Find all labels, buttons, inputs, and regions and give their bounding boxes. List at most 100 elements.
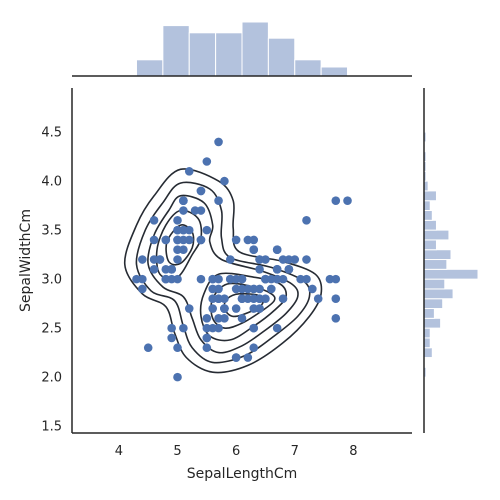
scatter-point-140: [272, 265, 282, 274]
scatter-point-25: [173, 274, 182, 284]
scatter-point-92: [220, 314, 229, 323]
scatter-point-68: [243, 353, 253, 362]
y-histogram-bar-15: [423, 219, 437, 231]
scatter-point-37: [167, 265, 176, 274]
scatter-point-142: [220, 304, 229, 313]
y-histogram-bar-11: [423, 259, 448, 270]
scatter-point-100: [249, 245, 259, 255]
x-histogram-bar-1: [162, 25, 190, 77]
scatter-point-27: [184, 225, 194, 235]
scatter-point-46: [179, 196, 188, 206]
scatter-point-36: [202, 225, 212, 235]
y-histogram-bar-10: [423, 268, 479, 280]
scatter-point-84: [196, 274, 206, 284]
scatter-point-90: [202, 314, 212, 323]
y-tick-label: 4.5: [41, 126, 62, 141]
x-histogram-bar-0: [135, 59, 164, 77]
scatter-point-141: [284, 265, 294, 274]
density-contour-2: [147, 194, 299, 354]
y-tick-label: 3.0: [41, 273, 62, 288]
scatter-point-24: [161, 235, 171, 245]
scatter-point-129: [302, 274, 311, 284]
scatter-point-94: [208, 304, 217, 313]
scatter-point-18: [214, 196, 223, 206]
scatter-point-70: [225, 255, 235, 264]
y-histogram-bar-4: [423, 327, 431, 339]
scatter-point-135: [331, 274, 341, 284]
scatter-point-38: [138, 274, 147, 284]
y-histogram-bar-7: [423, 298, 444, 310]
scatter-point-130: [313, 294, 323, 304]
scatter-point-96: [214, 284, 223, 294]
scatter-point-31: [196, 235, 206, 245]
scatter-point-48: [190, 206, 200, 215]
scatter-point-35: [173, 255, 182, 264]
density-contour-0: [123, 168, 323, 374]
scatter-point-149: [225, 274, 235, 284]
scatter-point-78: [231, 284, 241, 294]
scatter-point-121: [208, 294, 217, 304]
scatter-point-147: [261, 274, 270, 284]
x-tick-labels: 4 5 6 7 8: [115, 444, 358, 459]
scatter-point-143: [278, 255, 288, 264]
scatter-point-42: [138, 255, 147, 264]
scatter-point-15: [214, 137, 223, 147]
scatter-point-113: [214, 323, 223, 333]
scatter-point-103: [249, 284, 259, 294]
scatter-point-58: [267, 284, 276, 294]
scatter-point-131: [343, 196, 352, 206]
y-histogram-bar-14: [423, 229, 450, 241]
scatter-point-39: [179, 235, 188, 245]
scatter-point-16: [196, 186, 206, 196]
scatter-point-14: [220, 176, 229, 186]
top-marginal-histogram: [135, 21, 349, 77]
scatter-point-145: [272, 274, 282, 284]
scatter-point-3: [149, 265, 159, 274]
scatter-points: [132, 137, 352, 382]
scatter-point-137: [255, 265, 264, 274]
y-axis-title: SepalWidthCm: [18, 209, 34, 312]
scatter-point-144: [272, 245, 282, 255]
scatter-point-89: [202, 323, 212, 333]
scatter-point-8: [138, 284, 147, 294]
scatter-point-87: [249, 343, 259, 353]
y-tick-labels: 1.5 2.0 2.5 3.0 3.5 4.0 4.5: [41, 126, 62, 435]
scatter-point-107: [308, 284, 317, 294]
x-axis-title: SepalLengthCm: [187, 466, 298, 482]
x-tick-label: 6: [232, 444, 240, 459]
x-histogram-bar-3: [215, 32, 243, 77]
scatter-point-146: [249, 323, 259, 333]
x-tick-label: 5: [173, 444, 181, 459]
scatter-point-109: [302, 216, 311, 225]
scatter-point-125: [302, 255, 311, 264]
scatter-point-83: [231, 304, 241, 313]
scatter-point-47: [149, 255, 159, 264]
scatter-point-148: [243, 235, 253, 245]
right-marginal-histogram: [423, 131, 479, 378]
y-tick-label: 2.5: [41, 322, 62, 337]
y-tick-label: 3.5: [41, 224, 62, 239]
scatter-point-133: [249, 294, 259, 304]
scatter-point-49: [173, 245, 182, 255]
x-histogram-bar-7: [320, 66, 349, 77]
y-histogram-bar-8: [423, 288, 454, 300]
scatter-point-32: [184, 167, 194, 176]
y-histogram-bar-13: [423, 239, 437, 251]
y-histogram-bar-5: [423, 317, 442, 329]
y-histogram-bar-18: [423, 190, 437, 202]
scatter-point-118: [331, 314, 341, 323]
scatter-point-60: [173, 372, 182, 382]
scatter-point-122: [331, 294, 341, 304]
scatter-point-119: [231, 353, 241, 362]
x-histogram-bar-4: [241, 21, 269, 77]
x-histogram-bar-6: [294, 59, 322, 77]
y-histogram-bar-3: [423, 337, 431, 349]
y-tick-label: 2.0: [41, 371, 62, 386]
y-histogram-bar-12: [423, 249, 452, 261]
scatter-point-76: [278, 294, 288, 304]
y-histogram-bar-17: [423, 200, 431, 212]
scatter-point-123: [249, 304, 259, 313]
scatter-point-95: [214, 274, 223, 284]
scatter-point-85: [231, 235, 241, 245]
